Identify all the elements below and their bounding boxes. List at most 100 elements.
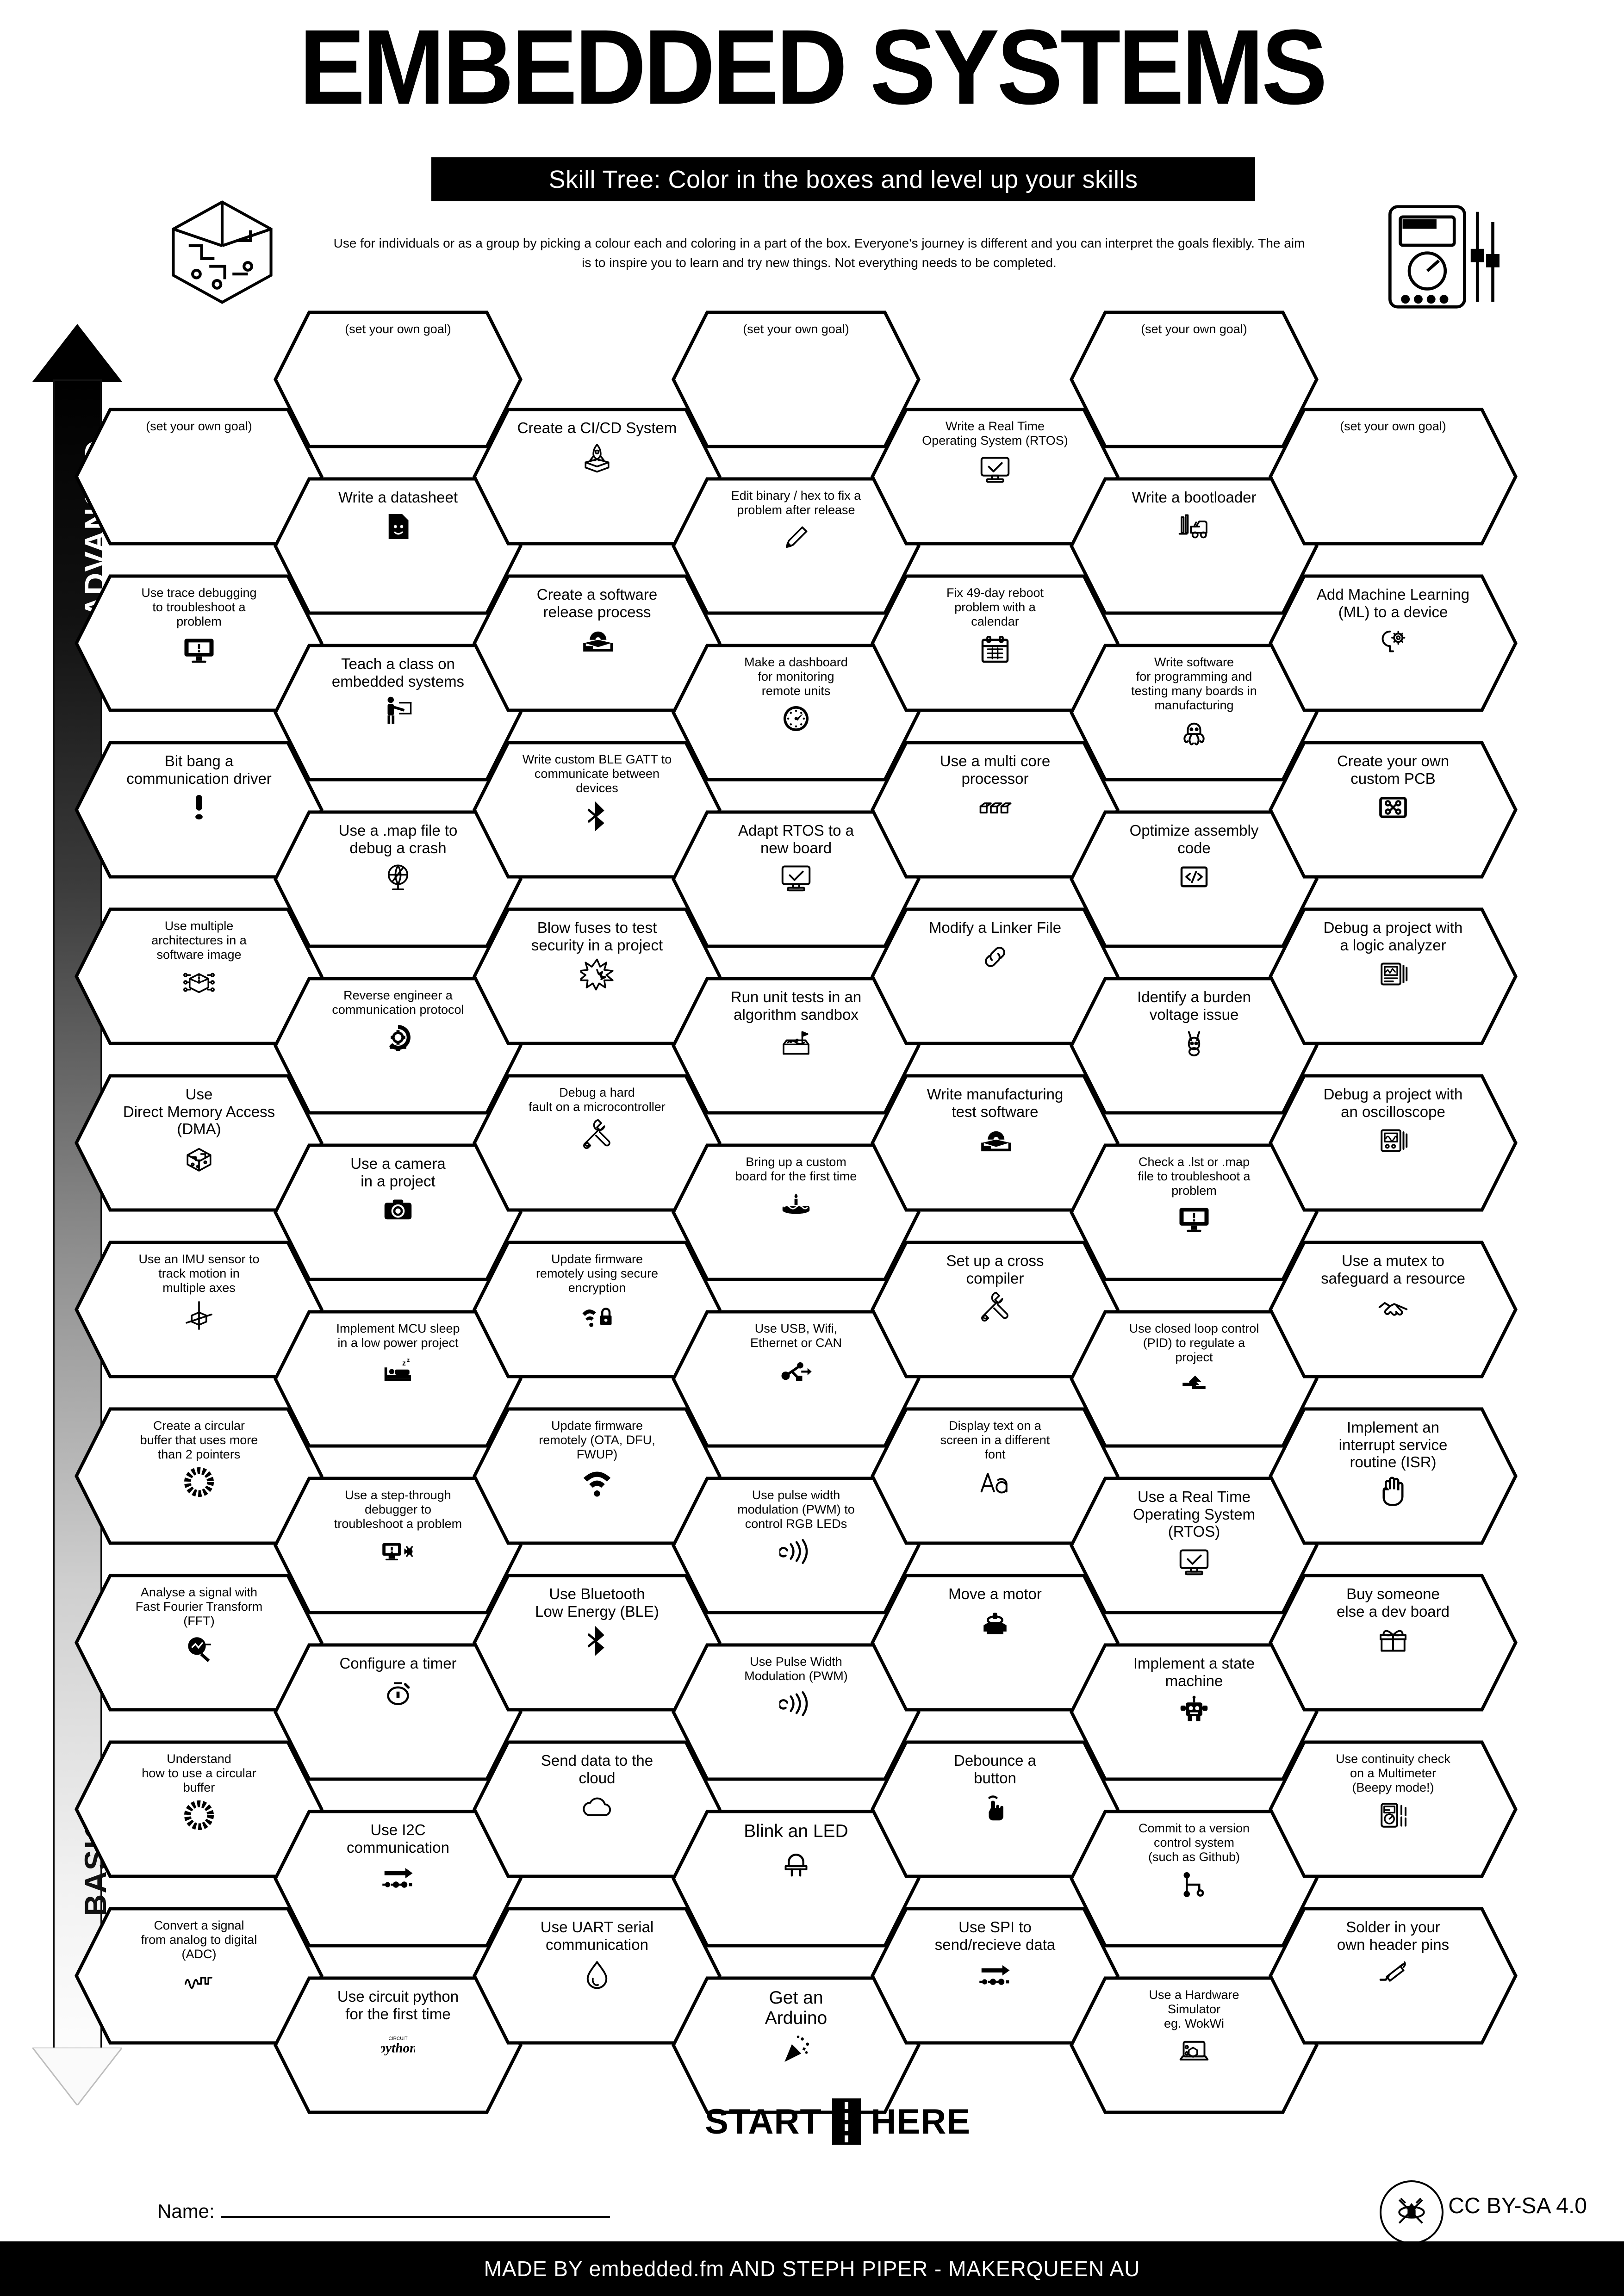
skill-hex-label: Bring up a custom board for the first ti… [735, 1155, 857, 1184]
skill-hex[interactable]: Fix 49-day reboot problem with a calenda… [870, 574, 1120, 713]
skill-hex[interactable]: Add Machine Learning (ML) to a device [1268, 574, 1518, 713]
skill-hex-label: Use a .map file to debug a crash [338, 822, 458, 856]
skill-hex[interactable]: Debug a project with a logic analyzer [1268, 907, 1518, 1046]
confetti-icon [779, 2033, 813, 2066]
skill-hex[interactable]: Implement an interrupt service routine (… [1268, 1407, 1518, 1545]
skill-hex[interactable]: Use a mutex to safeguard a resource [1268, 1240, 1518, 1379]
skill-hex[interactable]: Create a circular buffer that uses more … [74, 1407, 324, 1545]
name-input-rule[interactable] [221, 2211, 610, 2218]
skill-hex[interactable]: Use a camera in a project [273, 1143, 523, 1282]
skill-hex[interactable]: Update firmware remotely (OTA, DFU, FWUP… [472, 1407, 722, 1545]
skill-hex[interactable]: Create a CI/CD System [472, 407, 722, 546]
skill-hex[interactable]: Use a Hardware Simulator eg. WokWi [1069, 1976, 1319, 2115]
skill-hex-label: Use Pulse Width Modulation (PWM) [744, 1655, 848, 1683]
skill-hex[interactable]: Blow fuses to test security in a project [472, 907, 722, 1046]
skill-hex[interactable]: Create your own custom PCB [1268, 740, 1518, 879]
skill-hex[interactable]: Use trace debugging to troubleshoot a pr… [74, 574, 324, 713]
skill-hex[interactable]: Use Pulse Width Modulation (PWM) [671, 1643, 921, 1781]
skill-hex[interactable]: Identify a burden voltage issue [1069, 976, 1319, 1115]
skill-hex[interactable]: Implement a state machine [1069, 1643, 1319, 1781]
globe-crash-icon [381, 860, 415, 894]
skill-hex[interactable]: Check a .lst or .map file to troubleshoo… [1069, 1143, 1319, 1282]
skill-hex-label: Run unit tests in an algorithm sandbox [730, 988, 862, 1023]
cloud-icon [580, 1790, 614, 1824]
skill-hex[interactable]: Display text on a screen in a different … [870, 1407, 1120, 1545]
skill-hex-label: (set your own goal) [146, 419, 252, 433]
hex-outline [1268, 407, 1518, 546]
skill-hex-label: Commit to a version control system (such… [1138, 1821, 1250, 1864]
hex-outline [671, 310, 921, 449]
skill-hex[interactable]: Write a datasheet [273, 477, 523, 615]
road-icon [832, 2098, 861, 2145]
skill-hex-label: Send data to the cloud [541, 1752, 653, 1787]
skill-hex[interactable]: Commit to a version control system (such… [1069, 1809, 1319, 1948]
skill-hex-label: Get an Arduino [765, 1988, 828, 2029]
skill-hex[interactable]: (set your own goal) [671, 310, 921, 449]
skill-hex[interactable]: (set your own goal) [1069, 310, 1319, 449]
skill-hex[interactable]: Adapt RTOS to a new board [671, 810, 921, 949]
skill-hex[interactable]: Debug a hard fault on a microcontroller [472, 1074, 722, 1212]
skill-hex[interactable]: Send data to the cloud [472, 1740, 722, 1879]
here-label: HERE [871, 2102, 971, 2141]
svg-text:z: z [407, 1357, 410, 1363]
skill-hex[interactable]: Buy someone else a dev board [1268, 1573, 1518, 1712]
skill-hex-label: Use an IMU sensor to track motion in mul… [138, 1252, 260, 1295]
arrow-down-icon [32, 2048, 122, 2105]
skill-hex-label: Identify a burden voltage issue [1137, 988, 1251, 1023]
skill-hex[interactable]: Make a dashboard for monitoring remote u… [671, 643, 921, 782]
skill-hex-label: Use SPI to send/recieve data [934, 1918, 1056, 1953]
skill-hex[interactable]: Use multiple architectures in a software… [74, 907, 324, 1046]
octopus-icon [1177, 716, 1211, 750]
skill-hex-label: Use trace debugging to troubleshoot a pr… [141, 586, 257, 629]
skill-hex-label: Use pulse width modulation (PWM) to cont… [737, 1488, 855, 1531]
skill-hex-label: Fix 49-day reboot problem with a calenda… [946, 586, 1044, 629]
skill-hex[interactable]: Use continuity check on a Multimeter (Be… [1268, 1740, 1518, 1879]
skill-hex-label: Display text on a screen in a different … [940, 1419, 1050, 1462]
skill-hex[interactable]: Update firmware remotely using secure en… [472, 1240, 722, 1379]
skill-hex[interactable]: Convert a signal from analog to digital … [74, 1906, 324, 2045]
start-label: START [705, 2102, 822, 2141]
skill-hex-label: Use Direct Memory Access (DMA) [123, 1086, 275, 1138]
skill-hex[interactable]: (set your own goal) [74, 407, 324, 546]
skill-hex-label: Analyse a signal with Fast Fourier Trans… [135, 1585, 263, 1628]
skill-hex[interactable]: Debug a project with an oscilloscope [1268, 1074, 1518, 1212]
skill-hex[interactable]: (set your own goal) [1268, 407, 1518, 546]
start-here-marker: START HERE [662, 2096, 1014, 2147]
name-field[interactable]: Name: [157, 2200, 610, 2222]
skill-hex[interactable]: Solder in your own header pins [1268, 1906, 1518, 2045]
skill-hex[interactable]: Implement MCU sleep in a low power proje… [273, 1309, 523, 1448]
cube-nodes-icon [182, 966, 216, 999]
skill-hex[interactable]: Use Direct Memory Access (DMA) [74, 1074, 324, 1212]
skill-hex[interactable]: Bring up a custom board for the first ti… [671, 1143, 921, 1282]
sandbox-icon [779, 1027, 813, 1060]
forklift-icon [1177, 510, 1211, 543]
skill-hex[interactable]: Modify a Linker File [870, 907, 1120, 1046]
skill-hex[interactable]: Use pulse width modulation (PWM) to cont… [671, 1476, 921, 1615]
i2c-bus-icon [381, 1860, 415, 1893]
skill-hex[interactable]: Use a multi core processor [870, 740, 1120, 879]
skill-hex[interactable]: Create a software release process [472, 574, 722, 713]
skill-hex[interactable]: Write software for programming and testi… [1069, 643, 1319, 782]
chain-link-icon [978, 940, 1012, 974]
skill-hex-label: Adapt RTOS to a new board [738, 822, 854, 856]
skill-hex[interactable]: Use a Real Time Operating System (RTOS) [1069, 1476, 1319, 1615]
skill-hex[interactable]: Optimize assembly code [1069, 810, 1319, 949]
skill-hex[interactable]: Write a bootloader [1069, 477, 1319, 615]
spi-bus-icon [978, 1957, 1012, 1990]
skill-hex[interactable]: Edit binary / hex to fix a problem after… [671, 477, 921, 615]
brain-gear-icon [1376, 624, 1410, 658]
skill-hex-label: Use I2C communication [347, 1821, 449, 1856]
skill-hex[interactable]: Get an Arduino [671, 1976, 921, 2115]
logic-analyzer-icon [1376, 957, 1410, 991]
skill-hex-label: Make a dashboard for monitoring remote u… [744, 655, 848, 698]
hex-outline [273, 310, 523, 449]
gear-reverse-icon [381, 1021, 415, 1054]
skill-hex-label: (set your own goal) [743, 322, 849, 336]
skill-hex[interactable]: Use UART serial communication [472, 1906, 722, 2045]
skill-hex[interactable]: Run unit tests in an algorithm sandbox [671, 976, 921, 1115]
axes-cube-icon [182, 1299, 216, 1332]
motor-icon [978, 1607, 1012, 1640]
skill-hex[interactable]: (set your own goal) [273, 310, 523, 449]
skill-hex-label: Blink an LED [744, 1821, 848, 1841]
skill-hex[interactable]: Set up a cross compiler [870, 1240, 1120, 1379]
